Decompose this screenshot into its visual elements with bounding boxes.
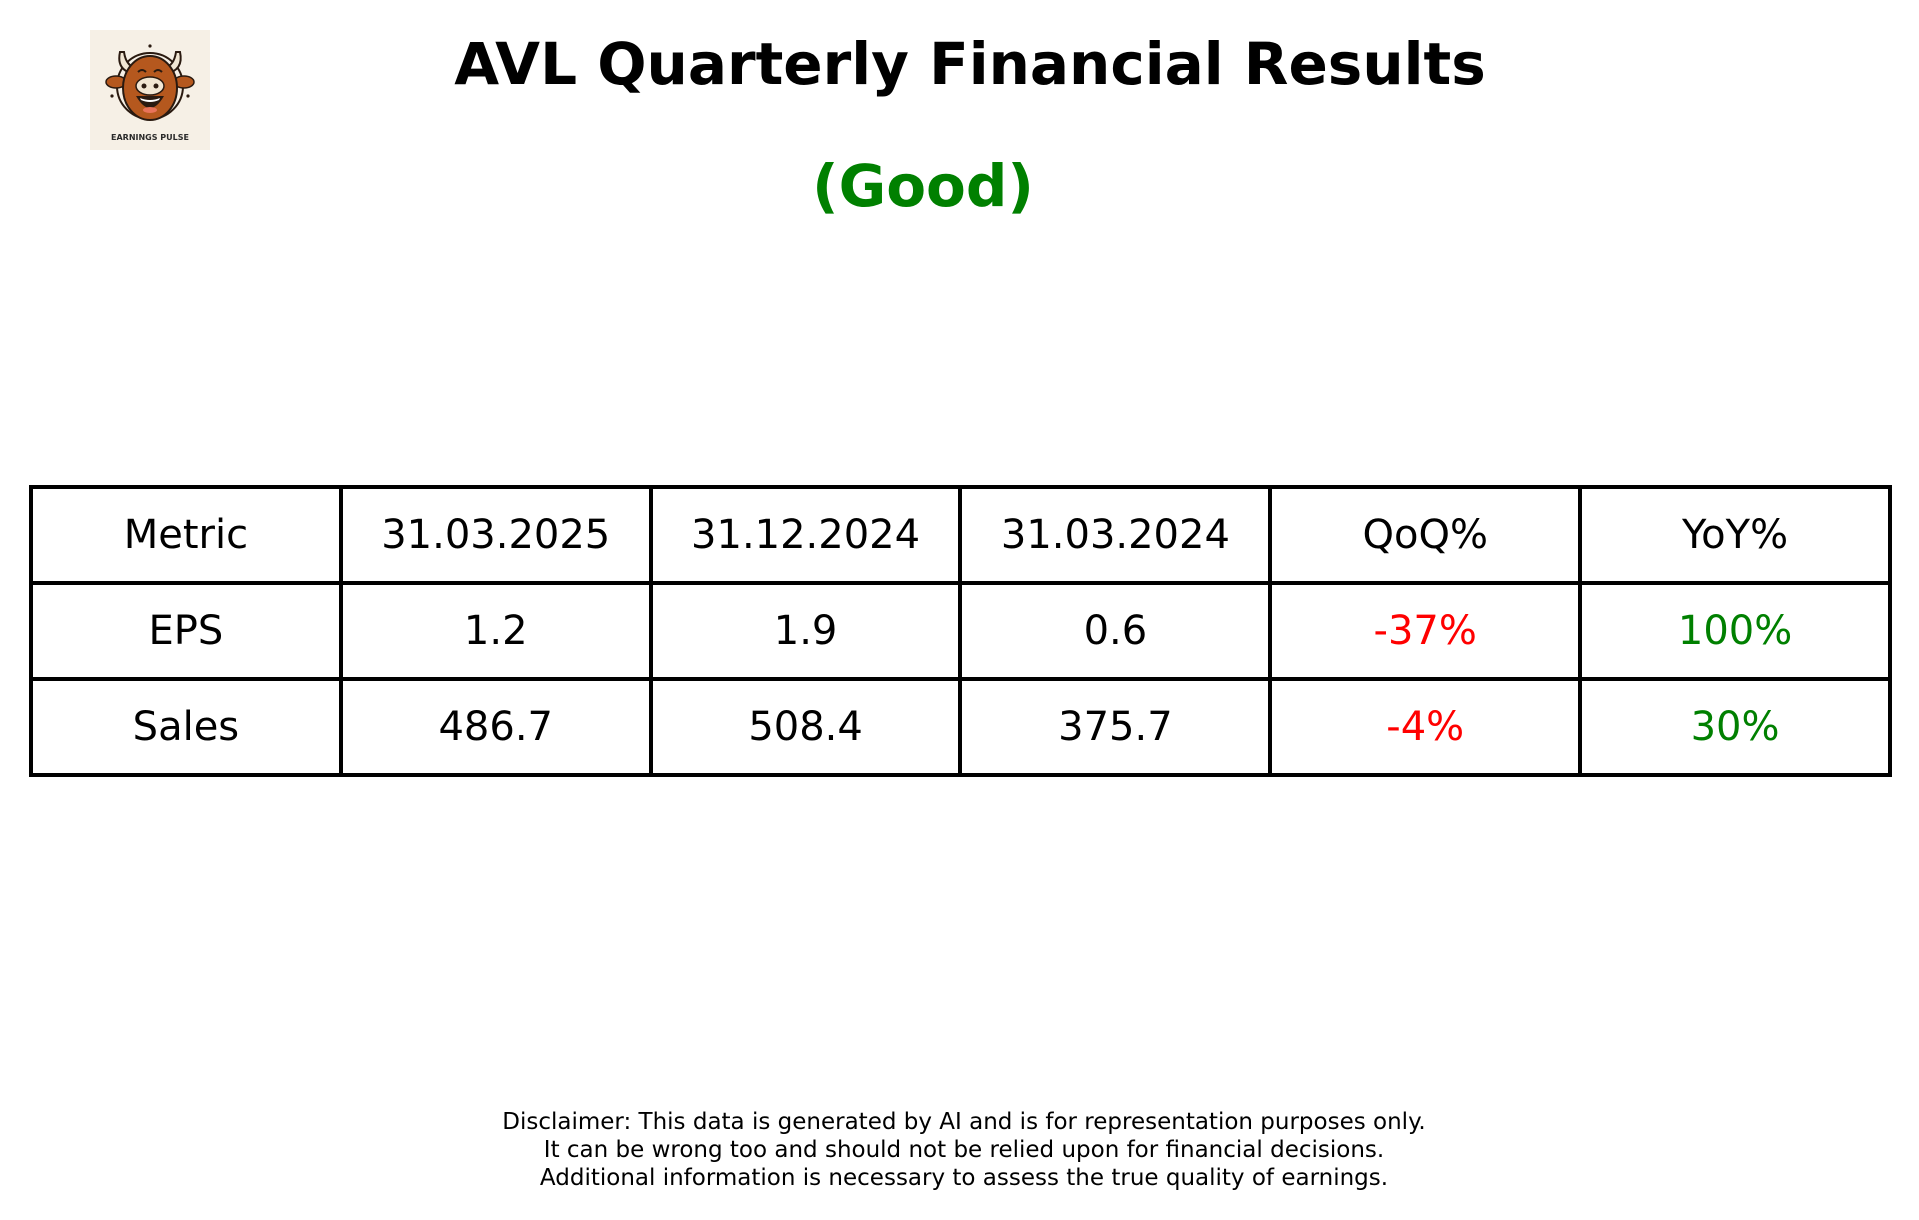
page-title: AVL Quarterly Financial Results <box>454 30 1486 98</box>
financial-results-table: Metric 31.03.2025 31.12.2024 31.03.2024 … <box>29 485 1892 777</box>
column-header-q2: 31.12.2024 <box>648 485 963 585</box>
disclaimer: Disclaimer: This data is generated by AI… <box>0 1108 1919 1192</box>
column-header-qoq: QoQ% <box>1268 485 1583 585</box>
qoq-change-cell: -37% <box>1268 581 1583 681</box>
value-cell: 508.4 <box>648 677 963 777</box>
column-header-q3: 31.03.2024 <box>958 485 1273 585</box>
column-header-q1: 31.03.2025 <box>338 485 653 585</box>
metric-label: Sales <box>29 677 343 777</box>
rating-badge: (Good) <box>812 152 1034 220</box>
svg-text:EARNINGS PULSE: EARNINGS PULSE <box>111 133 189 142</box>
bull-mascot-icon: EARNINGS PULSE <box>105 44 195 142</box>
column-header-yoy: YoY% <box>1578 485 1892 585</box>
value-cell: 375.7 <box>958 677 1273 777</box>
value-cell: 1.2 <box>338 581 653 681</box>
table-row: EPS 1.2 1.9 0.6 -37% 100% <box>29 581 1892 681</box>
column-header-metric: Metric <box>29 485 343 585</box>
value-cell: 1.9 <box>648 581 963 681</box>
disclaimer-line: Disclaimer: This data is generated by AI… <box>502 1109 1426 1135</box>
disclaimer-line: It can be wrong too and should not be re… <box>543 1137 1385 1163</box>
table-header-row: Metric 31.03.2025 31.12.2024 31.03.2024 … <box>29 485 1892 585</box>
qoq-change-cell: -4% <box>1268 677 1583 777</box>
earnings-pulse-logo: EARNINGS PULSE <box>90 30 210 150</box>
disclaimer-line: Additional information is necessary to a… <box>539 1165 1389 1191</box>
value-cell: 0.6 <box>958 581 1273 681</box>
metric-label: EPS <box>29 581 343 681</box>
yoy-change-cell: 30% <box>1578 677 1892 777</box>
value-cell: 486.7 <box>338 677 653 777</box>
table-row: Sales 486.7 508.4 375.7 -4% 30% <box>29 677 1892 777</box>
yoy-change-cell: 100% <box>1578 581 1892 681</box>
